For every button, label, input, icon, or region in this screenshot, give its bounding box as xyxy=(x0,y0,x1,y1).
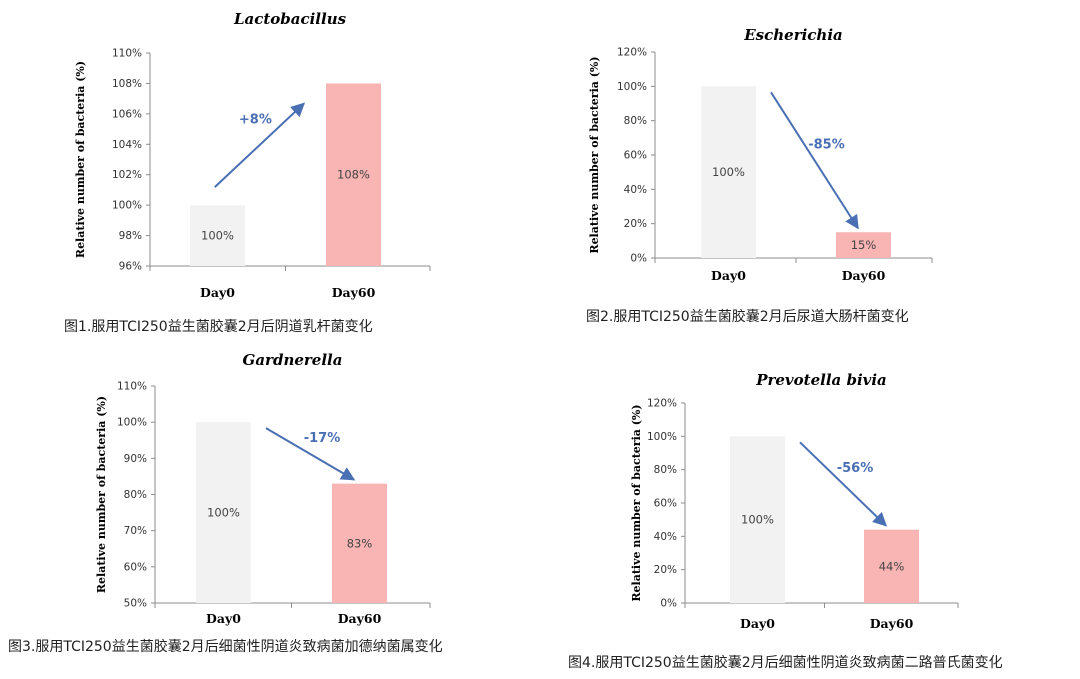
data-label: 44% xyxy=(879,559,905,573)
bar-day60 xyxy=(864,529,919,603)
y-tick-label: 96% xyxy=(119,261,142,273)
y-tick-label: 60% xyxy=(654,498,677,510)
bar-day0 xyxy=(701,86,756,258)
chart-3-svg: Gardnerella Relative number of bacteria (… xyxy=(95,351,431,626)
y-tick-label: 102% xyxy=(112,169,142,181)
y-tick-label: 110% xyxy=(112,48,142,60)
y-axis-label: Relative number of bacteria (%) xyxy=(74,61,87,258)
y-tick-label: 60% xyxy=(124,561,147,573)
change-arrow xyxy=(265,427,356,481)
x-category-label: Day0 xyxy=(206,611,241,626)
chart-3-caption: 图3.服用TCI250益生菌胶囊2月后细菌性阴道炎致病菌加德纳菌属变化 xyxy=(8,636,443,656)
data-label: 15% xyxy=(851,238,877,252)
x-category-label: Day60 xyxy=(332,285,376,300)
change-arrow xyxy=(770,91,859,230)
chart-2-svg: Escherichia Relative number of bacteria (… xyxy=(588,26,933,283)
y-tick-label: 80% xyxy=(624,115,647,127)
y-tick-label: 98% xyxy=(119,230,142,242)
chart-panel-3: Gardnerella Relative number of bacteria (… xyxy=(0,340,540,640)
data-label: 100% xyxy=(712,165,745,179)
y-tick-label: 90% xyxy=(124,453,147,465)
y-tick-label: 104% xyxy=(112,139,142,151)
y-tick-label: 100% xyxy=(647,431,677,443)
y-tick-label: 108% xyxy=(112,78,142,90)
y-axis-label: Relative number of bacteria (%) xyxy=(588,56,601,253)
bar-day0 xyxy=(730,436,785,603)
change-arrow xyxy=(799,441,888,527)
chart-panel-4: Prevotella bivia Relative number of bacte… xyxy=(540,340,1080,640)
data-label: 83% xyxy=(347,536,373,550)
change-label: +8% xyxy=(239,112,272,127)
y-tick-label: 70% xyxy=(124,525,147,537)
caption-text: 图4.服用TCI250益生菌胶囊2月后细菌性阴道炎致病菌二路普氏菌变化 xyxy=(568,655,1003,671)
y-tick-label: 120% xyxy=(647,398,677,410)
x-category-label: Day0 xyxy=(740,616,775,631)
y-tick-label: 110% xyxy=(117,381,147,393)
data-label: 100% xyxy=(201,229,234,243)
change-label: -56% xyxy=(837,461,874,476)
chart-panel-1: Lactobacillus Relative number of bacteria… xyxy=(0,0,540,310)
caption-text: 图3.服用TCI250益生菌胶囊2月后细菌性阴道炎致病菌加德纳菌属变化 xyxy=(8,639,443,655)
y-tick-label: 20% xyxy=(654,564,677,576)
caption-text: 图1.服用TCI250益生菌胶囊2月后阴道乳杆菌变化 xyxy=(64,319,373,335)
data-label: 100% xyxy=(741,513,774,527)
x-category-label: Day0 xyxy=(711,268,746,283)
x-category-label: Day60 xyxy=(338,611,382,626)
caption-text: 图2.服用TCI250益生菌胶囊2月后尿道大肠杆菌变化 xyxy=(586,309,909,325)
change-label: -85% xyxy=(808,137,845,152)
chart-1-svg: Lactobacillus Relative number of bacteria… xyxy=(74,10,431,300)
data-label: 108% xyxy=(337,168,370,182)
change-label: -17% xyxy=(304,431,341,446)
bar-day0 xyxy=(196,422,251,603)
y-axis-label: Relative number of bacteria (%) xyxy=(95,396,108,593)
y-tick-label: 0% xyxy=(630,253,647,265)
y-tick-label: 106% xyxy=(112,108,142,120)
y-tick-label: 50% xyxy=(124,598,147,610)
bar-day60 xyxy=(326,83,381,266)
bar-day60 xyxy=(836,232,891,258)
chart-4-svg: Prevotella bivia Relative number of bacte… xyxy=(630,371,959,631)
bar-day60 xyxy=(332,483,387,603)
chart-4-caption: 图4.服用TCI250益生菌胶囊2月后细菌性阴道炎致病菌二路普氏菌变化 xyxy=(568,652,1003,672)
chart-title: Prevotella bivia xyxy=(755,371,887,389)
change-arrow xyxy=(214,102,306,188)
x-category-label: Day0 xyxy=(200,285,235,300)
y-tick-label: 100% xyxy=(112,200,142,212)
chart-title: Lactobacillus xyxy=(233,10,347,28)
y-tick-label: 20% xyxy=(624,218,647,230)
y-tick-label: 40% xyxy=(624,184,647,196)
chart-title: Gardnerella xyxy=(243,351,343,369)
y-tick-label: 100% xyxy=(617,81,647,93)
data-label: 100% xyxy=(207,506,240,520)
chart-panel-2: Escherichia Relative number of bacteria (… xyxy=(540,0,1080,310)
y-tick-label: 80% xyxy=(654,464,677,476)
y-tick-label: 40% xyxy=(654,531,677,543)
x-category-label: Day60 xyxy=(870,616,914,631)
y-tick-label: 100% xyxy=(117,417,147,429)
y-tick-label: 0% xyxy=(660,598,677,610)
y-axis-label: Relative number of bacteria (%) xyxy=(630,404,643,601)
y-tick-label: 120% xyxy=(617,47,647,59)
chart-2-caption: 图2.服用TCI250益生菌胶囊2月后尿道大肠杆菌变化 xyxy=(586,306,909,326)
y-tick-label: 60% xyxy=(624,150,647,162)
chart-1-caption: 图1.服用TCI250益生菌胶囊2月后阴道乳杆菌变化 xyxy=(64,316,373,336)
bar-day0 xyxy=(190,205,245,266)
y-tick-label: 80% xyxy=(124,489,147,501)
x-category-label: Day60 xyxy=(842,268,886,283)
chart-title: Escherichia xyxy=(743,26,843,44)
